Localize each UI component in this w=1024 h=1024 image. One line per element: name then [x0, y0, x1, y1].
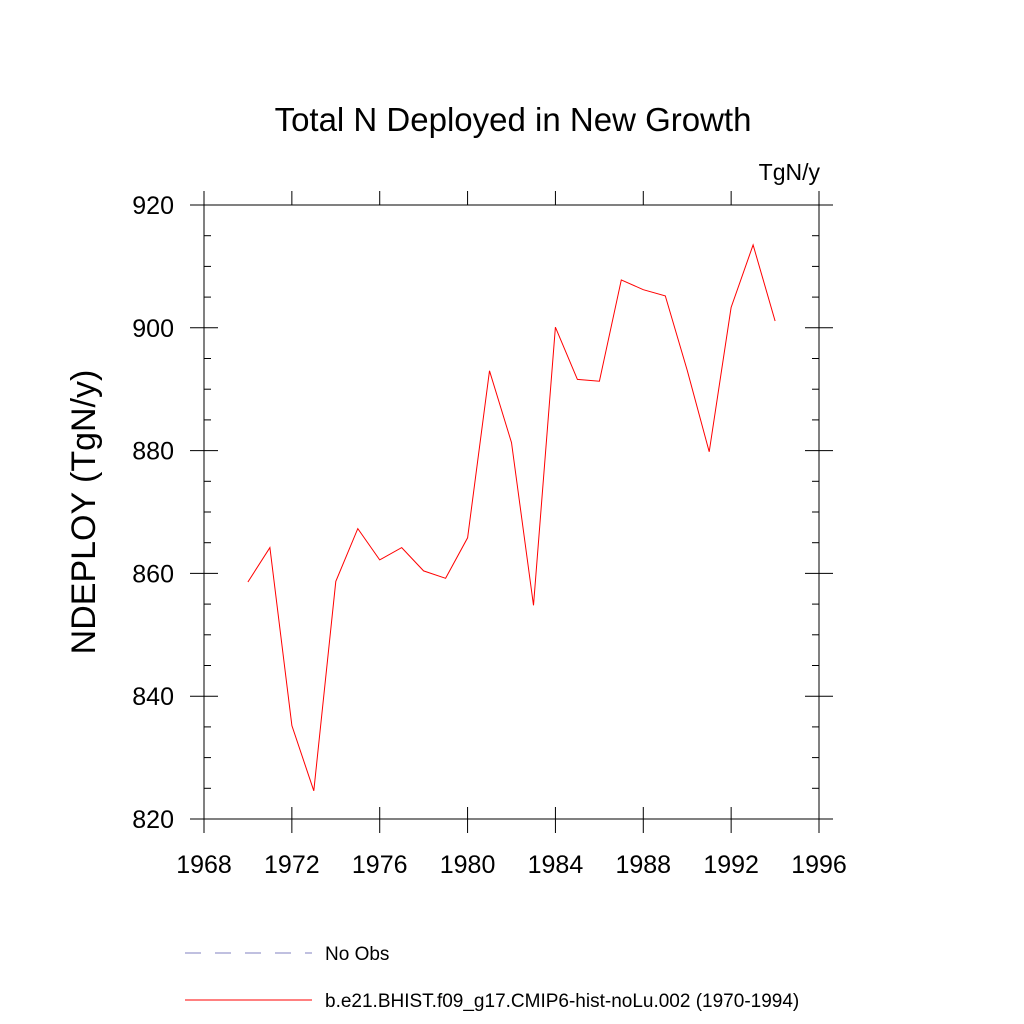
y-axis-label: NDEPLOY (TgN/y) [65, 370, 103, 655]
x-tick-label: 1992 [703, 851, 759, 879]
y-tick-label: 840 [132, 683, 174, 711]
x-tick-label: 1996 [791, 851, 847, 879]
x-tick-label: 1980 [440, 851, 496, 879]
plot-frame [203, 204, 820, 820]
chart-title: Total N Deployed in New Growth [275, 101, 752, 138]
series-layer [247, 243, 776, 791]
x-tick-label: 1988 [615, 851, 671, 879]
y-tick-label: 900 [132, 315, 174, 343]
axis-ticks [190, 191, 833, 833]
axis-tick-labels: 1968 1972 1976 1980 1984 1988 1992 1996 820 840 86… [132, 192, 847, 879]
legend: No Obs b.e21.BHIST.f09_g17.CMIP6-hist-noL… [185, 944, 799, 1012]
legend-label: b.e21.BHIST.f09_g17.CMIP6-hist-noLu.002 … [325, 991, 799, 1012]
y-tick-label: 880 [132, 438, 174, 466]
legend-label: No Obs [325, 944, 389, 965]
y-tick-label: 920 [132, 192, 174, 220]
series-line [247, 243, 776, 791]
units-label: TgN/y [759, 159, 821, 185]
x-tick-label: 1984 [528, 851, 584, 879]
x-tick-label: 1972 [264, 851, 320, 879]
y-tick-label: 860 [132, 560, 174, 588]
x-tick-label: 1976 [352, 851, 408, 879]
x-tick-label: 1968 [176, 851, 232, 879]
y-tick-label: 820 [132, 806, 174, 834]
